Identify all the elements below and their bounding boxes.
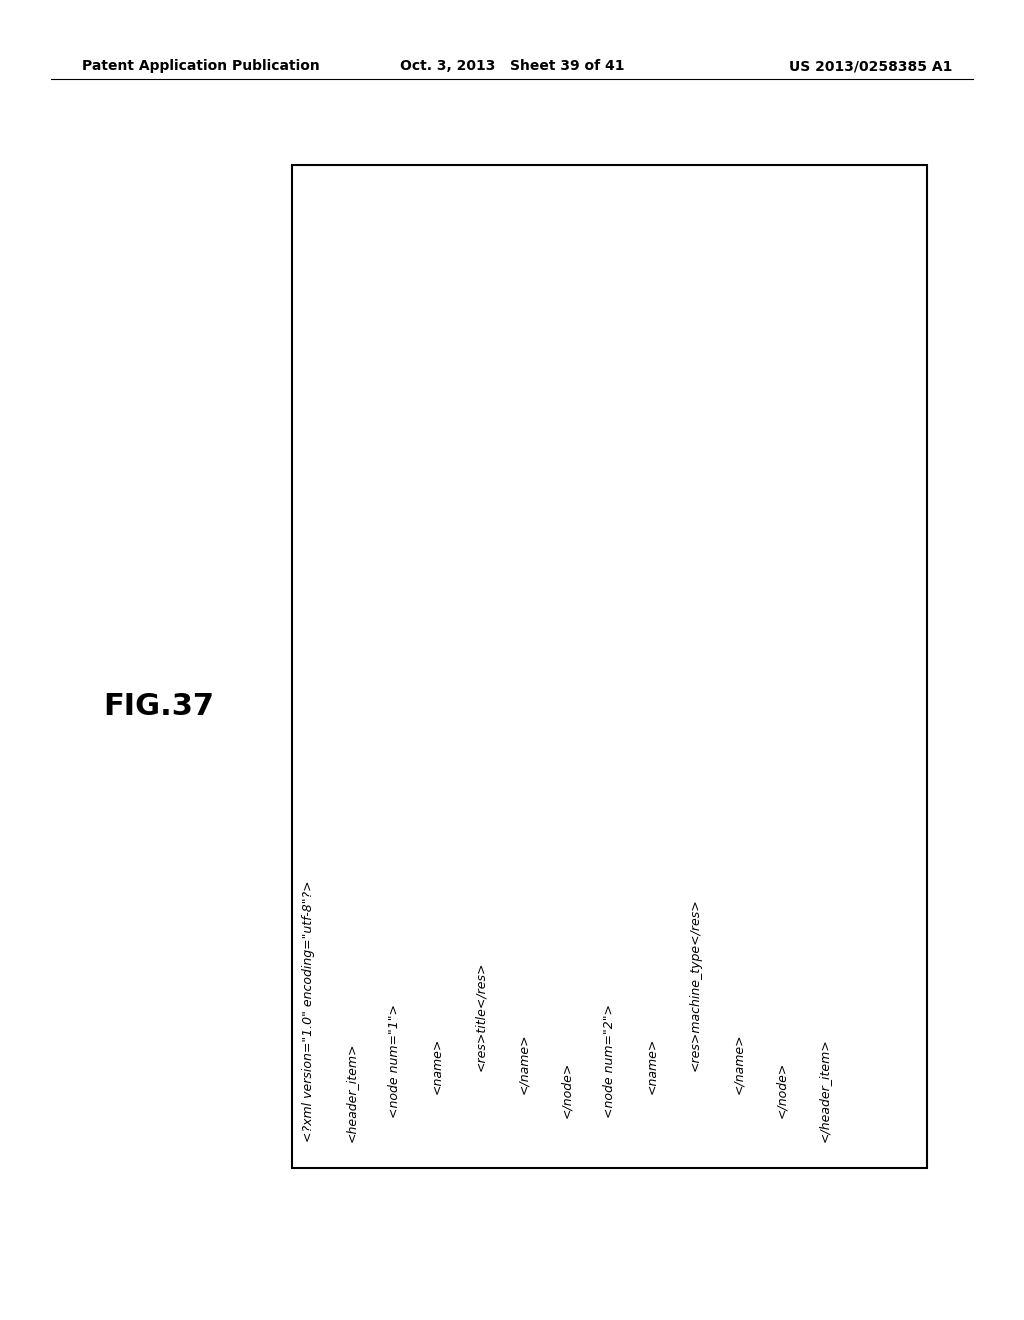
Text: Patent Application Publication: Patent Application Publication xyxy=(82,59,319,74)
Text: <header_item>: <header_item> xyxy=(345,1043,358,1142)
Text: FIG.37: FIG.37 xyxy=(103,692,214,721)
Text: <name>: <name> xyxy=(646,1038,659,1094)
Text: </node>: </node> xyxy=(560,1061,573,1118)
Text: </header_item>: </header_item> xyxy=(818,1038,831,1142)
Text: </name>: </name> xyxy=(732,1034,745,1094)
Text: <name>: <name> xyxy=(431,1038,444,1094)
Text: <res>title</res>: <res>title</res> xyxy=(474,961,487,1071)
Text: Oct. 3, 2013   Sheet 39 of 41: Oct. 3, 2013 Sheet 39 of 41 xyxy=(399,59,625,74)
Text: US 2013/0258385 A1: US 2013/0258385 A1 xyxy=(788,59,952,74)
Text: <?xml version="1.0" encoding="utf-8"?>: <?xml version="1.0" encoding="utf-8"?> xyxy=(302,880,315,1142)
Text: <res>machine_type</res>: <res>machine_type</res> xyxy=(689,898,702,1071)
Text: <node num="2">: <node num="2"> xyxy=(603,1005,616,1118)
Text: </node>: </node> xyxy=(775,1061,788,1118)
Text: <node num="1">: <node num="1"> xyxy=(388,1005,401,1118)
FancyBboxPatch shape xyxy=(292,165,927,1168)
Text: </name>: </name> xyxy=(517,1034,530,1094)
